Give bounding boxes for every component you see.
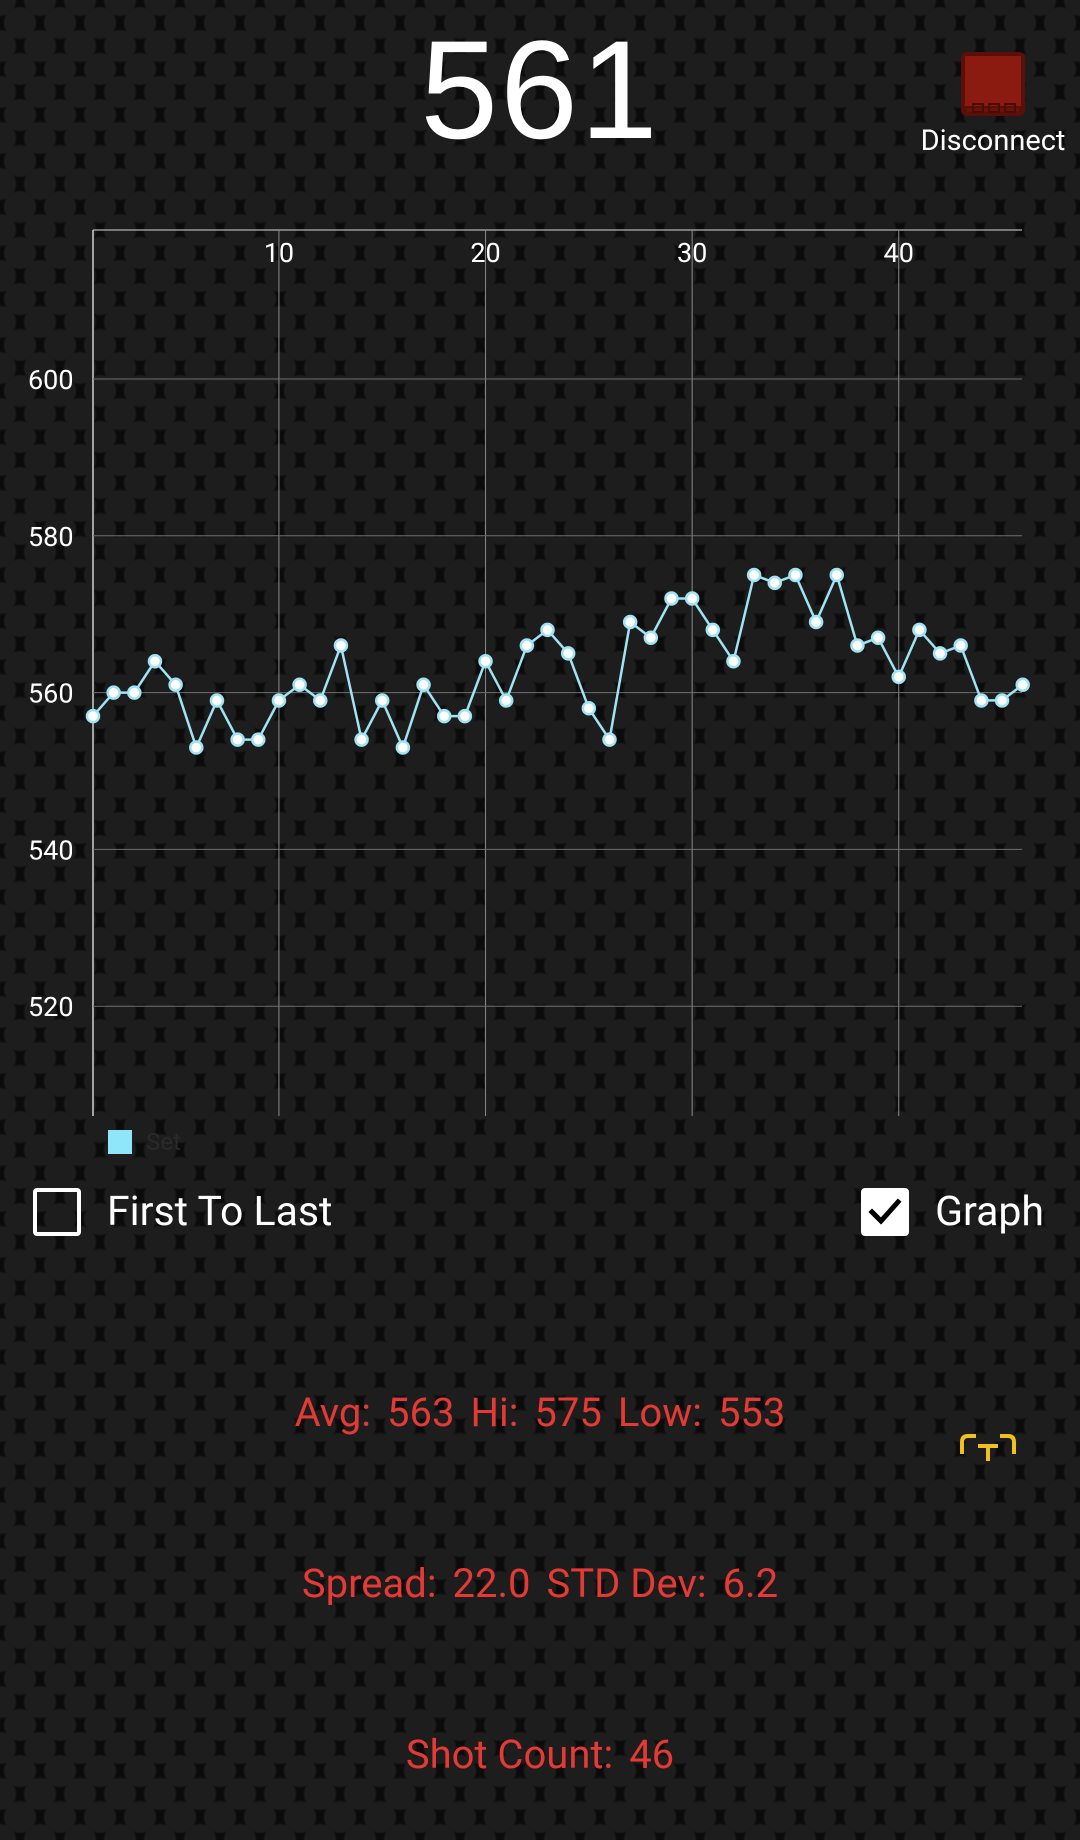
checkmark-icon — [868, 1198, 902, 1225]
data-point — [457, 708, 473, 724]
data-point — [168, 677, 183, 693]
data-point — [189, 740, 204, 755]
data-point — [994, 693, 1010, 708]
avg-value: 563 — [386, 1389, 455, 1436]
data-point — [974, 693, 989, 708]
low-value: 553 — [717, 1389, 786, 1436]
shot-count-value: 46 — [629, 1731, 675, 1778]
y-tick-label: 540 — [28, 834, 74, 866]
x-tick-label: 10 — [264, 237, 294, 269]
graph-checkbox-box[interactable] — [861, 1188, 910, 1236]
data-point — [540, 622, 555, 638]
data-point — [230, 732, 245, 747]
data-point — [292, 677, 307, 693]
stats-line-3: Shot Count: 46 — [0, 1726, 1080, 1783]
data-point — [829, 567, 845, 583]
data-point — [478, 653, 493, 669]
data-point — [313, 693, 328, 708]
data-point — [395, 740, 411, 755]
series-line — [92, 571, 1024, 751]
std-dev-label: STD Dev: — [546, 1560, 707, 1607]
graph-label: Graph — [935, 1188, 1044, 1236]
y-tick-label: 600 — [28, 364, 74, 396]
y-tick-label: 520 — [28, 991, 74, 1023]
data-point — [416, 677, 431, 693]
data-point — [808, 614, 824, 630]
shot-count-label: Shot Count: — [405, 1731, 614, 1778]
hi-value: 575 — [534, 1389, 602, 1436]
data-point — [106, 685, 121, 700]
spread-label: Spread: — [301, 1560, 437, 1607]
chronograph-device-icon — [959, 50, 1027, 118]
x-tick-label: 20 — [470, 237, 500, 269]
data-point — [354, 732, 369, 747]
data-point — [602, 732, 617, 747]
data-point — [127, 685, 142, 700]
data-point — [333, 638, 349, 653]
avg-label: Avg: — [294, 1389, 371, 1436]
x-tick-label: 30 — [677, 237, 707, 269]
data-point — [498, 693, 514, 708]
disconnect-button[interactable]: Disconnect — [908, 50, 1078, 158]
data-point — [850, 638, 865, 653]
hi-label: Hi: — [470, 1389, 519, 1436]
first-to-last-checkbox-box[interactable] — [33, 1188, 81, 1236]
low-label: Low: — [617, 1389, 702, 1436]
data-point — [519, 638, 535, 653]
legend-label: Set — [146, 1128, 181, 1156]
current-velocity-reading: 561 — [420, 11, 660, 168]
first-to-last-checkbox[interactable]: First To Last — [33, 1188, 332, 1236]
data-point — [85, 708, 101, 724]
data-point — [684, 591, 700, 606]
data-point — [622, 614, 638, 630]
data-point — [581, 701, 597, 716]
graph-checkbox[interactable]: Graph — [861, 1188, 1044, 1236]
data-point — [251, 732, 266, 747]
legend-swatch — [108, 1130, 132, 1154]
data-point — [147, 653, 163, 669]
data-point — [953, 638, 968, 653]
disconnect-label: Disconnect — [920, 124, 1066, 158]
data-point — [870, 630, 886, 645]
data-point — [560, 646, 576, 661]
data-point — [767, 575, 783, 591]
data-point — [436, 708, 452, 724]
y-tick-label: 560 — [28, 678, 74, 710]
data-point — [664, 591, 679, 606]
chart-legend: Set — [108, 1128, 181, 1156]
text-tool-icon[interactable] — [958, 1432, 1018, 1465]
data-point — [788, 567, 803, 583]
first-to-last-label: First To Last — [107, 1188, 333, 1236]
data-point — [746, 567, 762, 583]
spread-value: 22.0 — [452, 1560, 531, 1607]
y-tick-label: 580 — [28, 521, 74, 553]
data-point — [1015, 677, 1030, 693]
data-point — [912, 622, 927, 638]
data-point — [705, 622, 721, 638]
stats-line-2: Spread: 22.0 STD Dev: 6.2 — [0, 1555, 1080, 1612]
shot-statistics: Avg: 563 Hi: 575 Low: 553 Spread: 22.0 STD Dev:… — [0, 1270, 1080, 1840]
velocity-line-chart: 10 20 30 40 520 540 560 580 600 — [28, 229, 1030, 1116]
std-dev-value: 6.2 — [722, 1560, 779, 1607]
data-point — [726, 653, 741, 669]
data-point — [643, 630, 659, 645]
data-point — [271, 693, 287, 708]
stats-line-1: Avg: 563 Hi: 575 Low: 553 — [0, 1384, 1080, 1441]
data-point — [209, 693, 225, 708]
data-point — [932, 646, 948, 661]
data-point — [374, 693, 390, 708]
data-point — [891, 669, 906, 685]
x-tick-label: 40 — [884, 237, 914, 269]
